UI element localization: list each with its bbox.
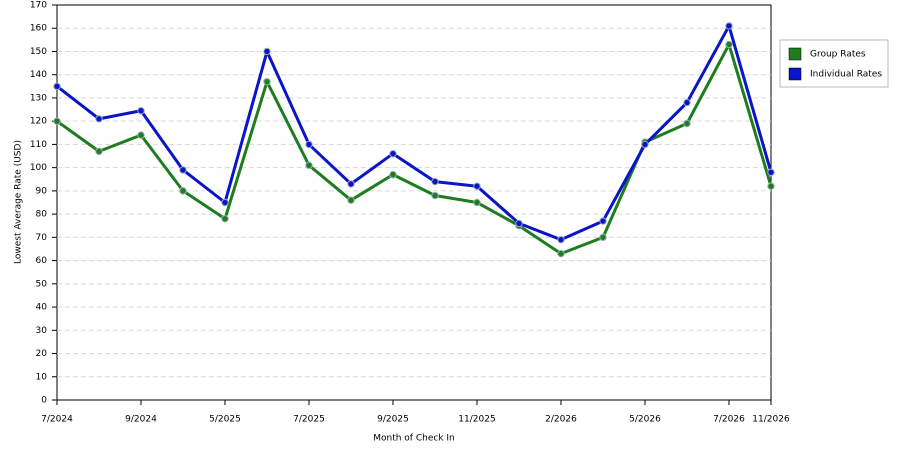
data-point [347, 196, 355, 204]
data-point [725, 40, 733, 49]
data-point [389, 150, 397, 158]
y-tick-label: 60 [36, 256, 48, 266]
y-tick-label: 110 [30, 140, 47, 150]
legend-swatch [788, 67, 802, 81]
plot-area [56, 4, 772, 401]
data-point [683, 98, 691, 107]
y-tick-label: 170 [30, 1, 47, 11]
data-point [515, 219, 523, 228]
data-point [683, 119, 691, 128]
x-tick-label: 2/2026 [545, 415, 577, 425]
data-point [95, 147, 103, 156]
data-point [473, 198, 481, 207]
x-tick-label: 11/2026 [752, 415, 790, 425]
data-point [599, 217, 607, 225]
y-tick-label: 10 [36, 372, 48, 382]
y-axis-title: Lowest Average Rate (USD) [14, 140, 24, 264]
series-line [56, 24, 773, 242]
data-point [221, 215, 229, 223]
x-axis-title: Month of Check In [373, 434, 455, 444]
y-tick-label: 100 [30, 163, 47, 173]
y-tick-label: 150 [30, 47, 47, 57]
data-point [767, 168, 775, 176]
x-tick-label: 5/2025 [209, 415, 241, 425]
data-point [431, 191, 439, 200]
data-point [179, 187, 187, 195]
data-point [263, 47, 271, 56]
x-tick-label: 7/2024 [41, 415, 73, 425]
y-tick-label: 50 [36, 279, 48, 289]
y-tick-label: 0 [41, 396, 47, 406]
data-point [305, 161, 313, 170]
x-tick-label: 5/2026 [629, 415, 661, 425]
data-point [263, 77, 271, 86]
data-point [557, 249, 565, 258]
data-point [725, 22, 733, 30]
legend-swatch [788, 47, 802, 61]
y-tick-label: 40 [36, 303, 48, 313]
legend-label: Group Rates [810, 50, 866, 60]
data-point [557, 235, 565, 244]
x-tick-label: 9/2024 [125, 415, 157, 425]
legend-label: Individual Rates [810, 70, 882, 80]
x-tick-label: 11/2025 [458, 415, 495, 425]
data-point [95, 115, 103, 123]
data-point [305, 140, 313, 149]
data-point [599, 233, 607, 242]
x-tick-label: 9/2025 [377, 415, 409, 425]
y-tick-label: 90 [36, 186, 48, 196]
y-tick-label: 30 [36, 326, 48, 336]
data-point [137, 107, 145, 115]
data-point [347, 180, 355, 188]
data-point [179, 166, 187, 174]
y-tick-label: 20 [36, 349, 48, 359]
y-tick-label: 80 [36, 210, 48, 220]
x-tick-label: 7/2025 [293, 415, 325, 425]
data-point [767, 182, 775, 190]
y-tick-label: 70 [36, 233, 48, 243]
y-tick-label: 160 [30, 24, 47, 34]
data-point [53, 117, 61, 125]
data-point [389, 170, 397, 179]
data-point [137, 131, 145, 139]
y-tick-label: 120 [30, 117, 47, 127]
data-point [53, 82, 61, 91]
y-tick-label: 130 [30, 93, 47, 103]
data-point [221, 198, 229, 207]
y-tick-label: 140 [30, 70, 47, 80]
x-tick-label: 7/2026 [713, 415, 745, 425]
data-point [641, 140, 649, 149]
data-point [473, 182, 481, 190]
data-point [431, 177, 439, 186]
